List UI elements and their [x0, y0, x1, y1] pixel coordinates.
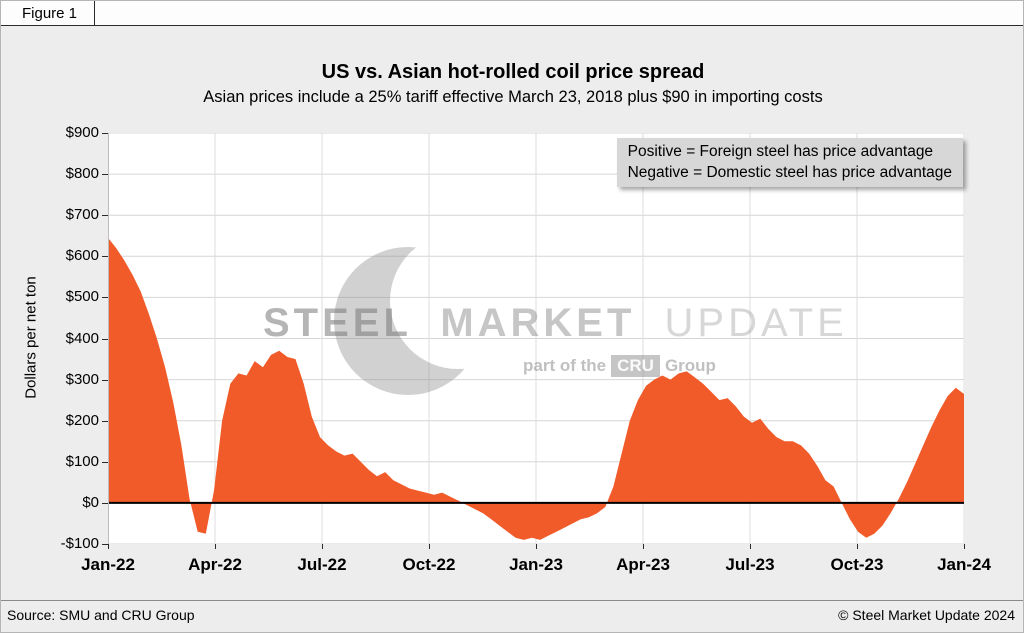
y-tick-mark	[102, 297, 108, 299]
y-tick-mark	[102, 544, 108, 545]
copyright-note: © Steel Market Update 2024	[838, 607, 1015, 623]
y-tick-label: $200	[65, 411, 99, 429]
y-tick-mark	[102, 461, 108, 463]
figure-header: Figure 1	[1, 1, 1023, 26]
x-tick-mark	[429, 544, 430, 549]
y-tick-mark	[102, 502, 108, 504]
figure-label-box: Figure 1	[1, 1, 95, 26]
legend-line-positive: Positive = Foreign steel has price advan…	[627, 143, 934, 160]
y-tick-mark	[102, 256, 108, 258]
y-tick-label: $300	[65, 370, 99, 388]
plot-area: STEEL MARKET UPDATE part of the CRU Group …	[108, 133, 964, 544]
x-tick-mark	[750, 544, 751, 549]
figure-label: Figure 1	[22, 5, 78, 22]
legend-box: Positive = Foreign steel has price advan…	[616, 138, 963, 187]
chart-section: US vs. Asian hot-rolled coil price sprea…	[1, 26, 1023, 600]
x-tick-label: Apr-23	[616, 555, 670, 574]
chart-subtitle: Asian prices include a 25% tariff effect…	[203, 88, 823, 106]
x-tick-label: Jan-23	[509, 555, 563, 574]
x-tick-mark	[964, 544, 965, 549]
y-tick-label: $900	[65, 124, 99, 141]
y-tick-label: $600	[65, 247, 99, 265]
y-tick-label: $400	[65, 329, 99, 347]
x-tick-mark	[322, 544, 323, 549]
y-tick-label: $800	[65, 165, 99, 183]
x-tick-label: Jan-22	[81, 555, 135, 574]
y-tick-label: -$100	[60, 535, 99, 552]
chart-title: US vs. Asian hot-rolled coil price sprea…	[321, 61, 705, 83]
x-tick-mark	[857, 544, 858, 549]
x-tick-mark	[108, 544, 109, 549]
x-tick-label: Oct-22	[402, 555, 456, 574]
y-tick-label: $700	[65, 206, 99, 224]
x-tick-label: Oct-23	[830, 555, 884, 574]
y-tick-label: $100	[65, 452, 99, 470]
y-tick-mark	[102, 133, 108, 134]
y-tick-mark	[102, 379, 108, 381]
source-note: Source: SMU and CRU Group	[7, 607, 195, 623]
footer: Source: SMU and CRU Group © Steel Market…	[1, 600, 1023, 632]
x-tick-mark	[215, 544, 216, 549]
y-tick-mark	[102, 420, 108, 422]
legend-line-negative: Negative = Domestic steel has price adva…	[627, 164, 952, 181]
y-tick-label: $0	[82, 493, 99, 511]
x-tick-mark	[643, 544, 644, 549]
y-tick-mark	[102, 338, 108, 340]
x-tick-label: Jul-22	[297, 555, 347, 574]
x-tick-label: Apr-22	[188, 555, 242, 574]
y-tick-mark	[102, 215, 108, 217]
y-tick-label: $500	[65, 288, 99, 306]
y-tick-mark	[102, 174, 108, 176]
x-tick-label: Jan-24	[937, 555, 991, 574]
area-chart	[108, 133, 964, 544]
x-tick-mark	[536, 544, 537, 549]
x-tick-label: Jul-23	[725, 555, 775, 574]
